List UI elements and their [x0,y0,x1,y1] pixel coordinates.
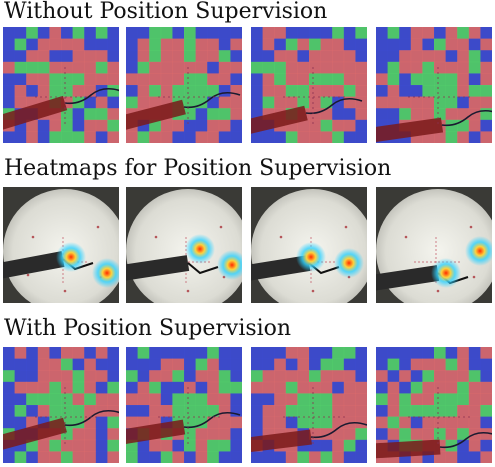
segmentation-frame [376,27,492,143]
heatmap-frame [3,187,119,303]
section-title-with-supervision: With Position Supervision [4,316,292,341]
segmentation-frame [376,347,492,463]
heatmap-row [3,187,495,303]
segmentation-frame [251,347,367,463]
segmentation-frame [3,347,119,463]
segmentation-frame [126,347,242,463]
heatmap-frame [376,187,492,303]
section-title-without-supervision: Without Position Supervision [4,0,328,24]
segmentation-row-with-supervision [3,347,495,463]
segmentation-frame [3,27,119,143]
section-title-heatmaps: Heatmaps for Position Supervision [4,156,392,181]
heatmap-frame [251,187,367,303]
segmentation-frame [251,27,367,143]
segmentation-frame [126,27,242,143]
heatmap-frame [126,187,242,303]
segmentation-row-without-supervision [3,27,495,143]
